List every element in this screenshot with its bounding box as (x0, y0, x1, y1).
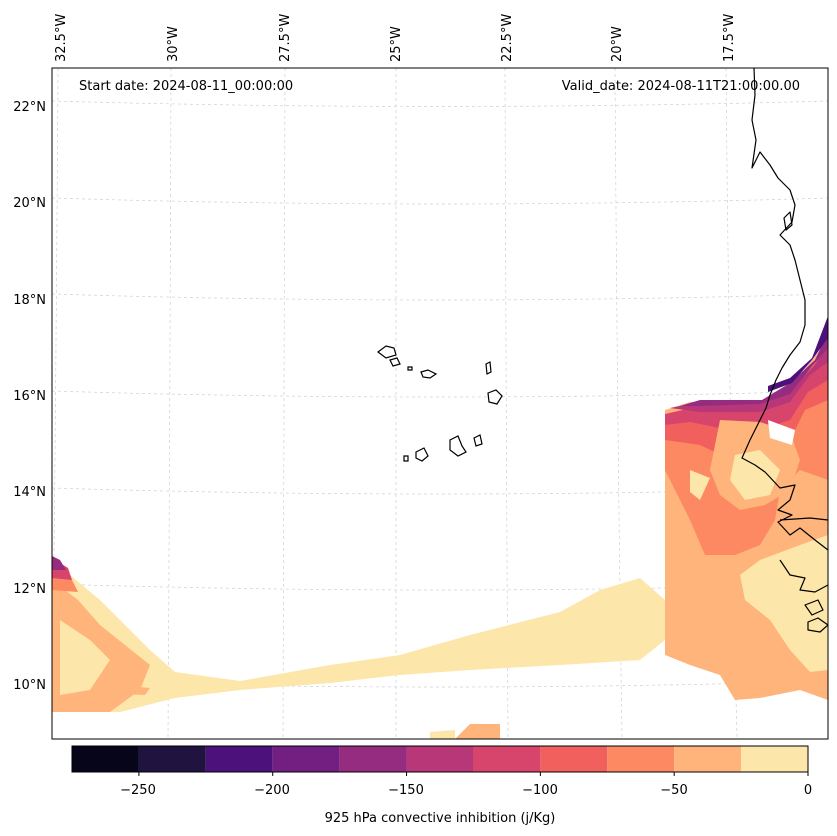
cin-field-east (665, 316, 828, 700)
lat-label-12n: 12°N (13, 582, 46, 597)
colorbar-segment (72, 746, 139, 772)
colorbar-tick-minus100: −100 (522, 783, 558, 798)
start-date-label: Start date: 2024-08-11_00:00:00 (79, 79, 293, 94)
colorbar-segment (406, 746, 474, 772)
colorbar-segment (741, 746, 808, 772)
lon-label-22-5w: 22.5°W (500, 14, 515, 62)
coastline-africa (741, 68, 828, 633)
longitude-labels: 32.5°W 30°W 27.5°W 25°W 22.5°W 20°W 17.5… (54, 14, 737, 62)
colorbar-segment (272, 746, 340, 772)
lat-label-10n: 10°N (13, 678, 46, 693)
colorbar-segment (138, 746, 206, 772)
lat-label-20n: 20°N (13, 196, 46, 211)
colorbar-border (71, 745, 809, 773)
colorbar-tick-minus200: −200 (254, 783, 290, 798)
latitude-labels: 22°N 20°N 18°N 16°N 14°N 12°N 10°N (13, 100, 46, 693)
colorbar-segment (339, 746, 407, 772)
colorbar-ticks: −250 −200 −150 −100 −50 0 (120, 783, 812, 798)
lon-label-30w: 30°W (166, 26, 181, 62)
cin-field-southwest (52, 556, 665, 739)
lon-label-27-5w: 27.5°W (278, 14, 293, 62)
colorbar-segment (540, 746, 608, 772)
lon-label-17-5w: 17.5°W (722, 14, 737, 62)
colorbar-segment (607, 746, 675, 772)
lat-label-22n: 22°N (13, 100, 46, 115)
colorbar-tick-minus250: −250 (120, 783, 156, 798)
cape-verde-islands (377, 345, 503, 462)
valid-date-label: Valid_date: 2024-08-11T21:00:00.00 (562, 79, 800, 94)
colorbar-tick-0: 0 (804, 783, 812, 798)
colorbar-tick-minus150: −150 (388, 783, 424, 798)
lat-label-14n: 14°N (13, 485, 46, 500)
colorbar-segment (674, 746, 742, 772)
lon-label-32-5w: 32.5°W (54, 14, 69, 62)
lon-label-25w: 25°W (389, 26, 404, 62)
colorbar-segment (205, 746, 273, 772)
colorbar (71, 745, 809, 776)
colorbar-label: 925 hPa convective inhibition (j/Kg) (325, 811, 556, 826)
lat-label-18n: 18°N (13, 293, 46, 308)
colorbar-tick-minus50: −50 (660, 783, 687, 798)
colorbar-segment (473, 746, 541, 772)
map-frame (51, 67, 829, 740)
lon-label-20w: 20°W (610, 26, 625, 62)
lat-label-16n: 16°N (13, 389, 46, 404)
